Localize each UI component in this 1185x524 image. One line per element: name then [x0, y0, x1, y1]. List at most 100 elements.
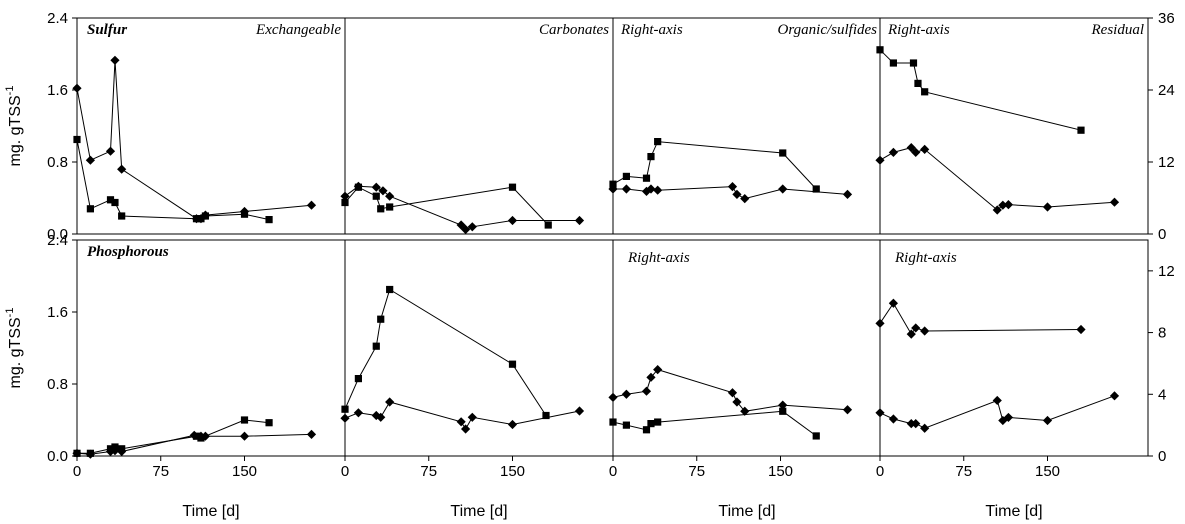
- left-tick-label: 2.4: [47, 232, 68, 249]
- x-tick-label: 75: [955, 463, 972, 480]
- point-square: [372, 192, 380, 200]
- point-diamond: [621, 184, 631, 194]
- point-diamond: [72, 448, 82, 458]
- point-diamond: [110, 55, 120, 65]
- point-diamond: [888, 414, 898, 424]
- point-diamond: [1042, 202, 1053, 212]
- point-diamond: [906, 143, 916, 153]
- point-diamond: [239, 431, 250, 441]
- point-diamond: [842, 189, 853, 199]
- point-square: [921, 88, 929, 96]
- point-diamond: [653, 365, 663, 375]
- point-diamond: [378, 186, 388, 196]
- point-diamond: [653, 185, 663, 195]
- right-tick-label: 36: [1158, 10, 1175, 27]
- x-axis-title: Time [d]: [182, 503, 239, 520]
- right-tick-label: 0: [1158, 226, 1166, 243]
- point-diamond: [105, 146, 116, 156]
- point-diamond: [574, 406, 585, 416]
- series-line-p7-s1: [879, 395, 1115, 429]
- point-diamond: [1109, 391, 1120, 401]
- point-diamond: [992, 395, 1002, 406]
- point-diamond: [608, 392, 618, 402]
- panel-frame-r0-c2: [612, 17, 881, 235]
- point-square: [73, 135, 81, 144]
- series-line-p5-s0: [344, 288, 547, 416]
- point-square: [779, 149, 787, 157]
- point-square: [508, 360, 517, 368]
- point-diamond: [467, 222, 477, 232]
- point-diamond: [340, 191, 350, 201]
- point-diamond: [1076, 324, 1086, 335]
- point-square: [265, 216, 273, 224]
- point-diamond: [608, 184, 618, 194]
- point-diamond: [875, 408, 885, 418]
- fraction-label: Organic/sulfides: [778, 22, 878, 38]
- point-diamond: [732, 189, 742, 199]
- series-line-p3-s1: [879, 147, 1115, 211]
- point-diamond: [1109, 197, 1120, 207]
- series-line-p6-s1: [612, 369, 848, 412]
- point-diamond: [998, 415, 1008, 426]
- point-diamond: [574, 215, 585, 226]
- point-diamond: [353, 181, 363, 191]
- point-diamond: [911, 419, 921, 429]
- point-square: [386, 285, 394, 294]
- x-tick-label: 75: [152, 463, 169, 480]
- x-tick-label: 0: [876, 463, 884, 480]
- right-axis-note: Right-axis: [627, 250, 690, 266]
- fraction-label: Residual: [1091, 22, 1145, 38]
- point-square: [647, 153, 655, 161]
- point-square: [1077, 126, 1085, 134]
- point-square: [642, 426, 651, 434]
- point-diamond: [306, 200, 317, 210]
- point-square: [812, 185, 820, 193]
- point-diamond: [998, 200, 1008, 210]
- point-square: [354, 375, 362, 383]
- point-diamond: [778, 400, 788, 410]
- point-diamond: [646, 372, 656, 382]
- x-axis-title: Time [d]: [985, 503, 1042, 520]
- series-line-p0-s1: [76, 60, 312, 220]
- right-tick-label: 0: [1158, 448, 1166, 465]
- point-diamond: [72, 83, 82, 93]
- point-square: [779, 407, 787, 415]
- left-tick-label: 0.8: [47, 154, 68, 171]
- point-diamond: [842, 405, 853, 415]
- point-diamond: [117, 164, 127, 174]
- point-square: [914, 79, 922, 87]
- point-diamond: [920, 326, 930, 336]
- fraction-label: Exchangeable: [255, 22, 341, 38]
- point-square: [642, 174, 651, 182]
- point-diamond: [456, 417, 466, 427]
- point-square: [622, 172, 630, 180]
- point-square: [889, 59, 897, 67]
- fraction-label: Carbonates: [539, 22, 609, 38]
- point-diamond: [992, 205, 1002, 215]
- point-square: [341, 405, 349, 413]
- right-tick-label: 8: [1158, 325, 1166, 342]
- point-diamond: [727, 182, 738, 192]
- point-square: [86, 205, 94, 213]
- point-diamond: [778, 184, 788, 194]
- right-tick-label: 12: [1158, 154, 1175, 171]
- point-diamond: [385, 397, 395, 407]
- point-square: [654, 418, 662, 426]
- x-tick-label: 150: [1035, 463, 1060, 480]
- series-line-p2-s0: [612, 141, 817, 190]
- point-square: [622, 421, 630, 429]
- point-diamond: [306, 429, 317, 439]
- x-tick-label: 0: [341, 463, 349, 480]
- point-square: [609, 418, 617, 426]
- point-diamond: [732, 397, 742, 407]
- point-diamond: [461, 224, 471, 235]
- point-diamond: [888, 147, 898, 157]
- point-square: [240, 416, 249, 424]
- point-square: [377, 205, 385, 213]
- point-diamond: [467, 412, 477, 422]
- panel-frame-r1-c1: [344, 239, 614, 457]
- panel-frame-r0-c1: [344, 17, 614, 235]
- point-square: [544, 221, 552, 229]
- left-tick-label: 0.0: [47, 448, 68, 465]
- point-diamond: [621, 389, 631, 399]
